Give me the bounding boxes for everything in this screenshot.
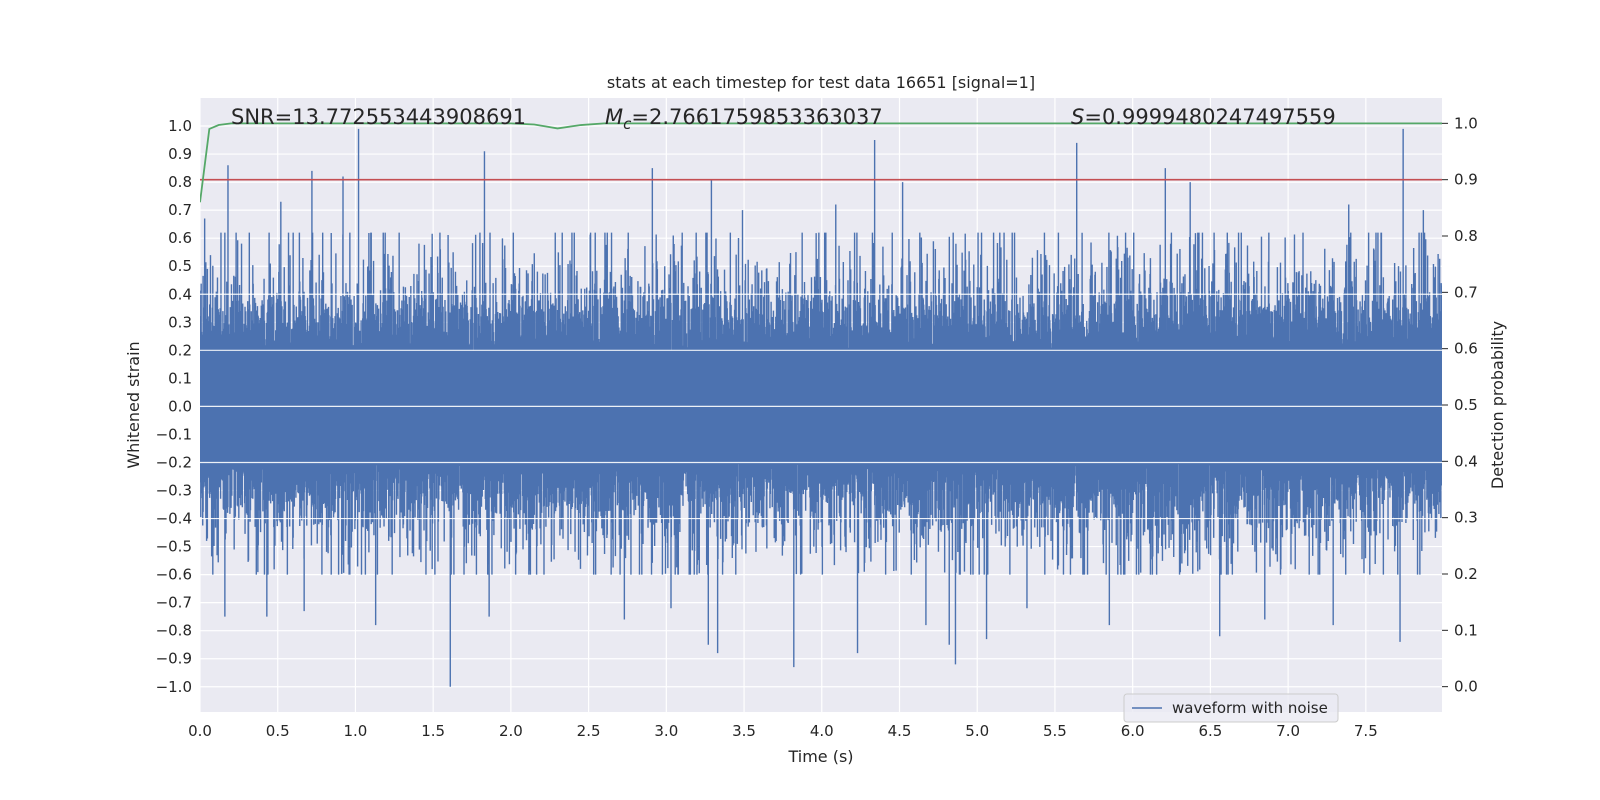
x-tick-label: 3.0	[654, 722, 678, 740]
y-tick-label: −0.5	[156, 538, 192, 556]
y2-tick-label: 0.5	[1454, 396, 1478, 414]
y2-tick-label: 1.0	[1454, 114, 1478, 132]
legend-label-waveform: waveform with noise	[1172, 699, 1328, 717]
legend-box	[1123, 693, 1339, 723]
x-tick-label: 6.5	[1198, 722, 1222, 740]
y-tick-label: −0.4	[156, 510, 192, 528]
y2-tick-label: 0.7	[1454, 283, 1478, 301]
y-tick-label: 0.0	[168, 397, 192, 415]
y2-axis-title: Detection probability	[1488, 321, 1507, 489]
x-tick-label: 7.5	[1354, 722, 1378, 740]
snr-annotation: SNR=13.772553443908691	[231, 105, 526, 129]
y-tick-label: 0.8	[168, 173, 192, 191]
x-tick-label: 7.0	[1276, 722, 1300, 740]
x-tick-label: 4.5	[888, 722, 912, 740]
detection-probability-line	[200, 122, 1442, 203]
y-tick-label: 0.9	[168, 145, 192, 163]
x-tick-label: 0.5	[266, 722, 290, 740]
y2-tick-label: 0.6	[1454, 340, 1478, 358]
x-tick-label: 1.0	[344, 722, 368, 740]
x-tick-label: 2.5	[577, 722, 601, 740]
axis-ticks: 0.0 0.5 1.0 1.5 2.0 2.5 3.0 3.5 4.0 4.5 5.0 5.5 6.0 6…	[156, 114, 1478, 740]
chirp-mass-annotation: Mc=2.7661759853363037	[605, 105, 883, 133]
plot-marks	[200, 122, 1442, 687]
chirp-mass-value: =2.7661759853363037	[631, 105, 882, 129]
y-tick-label: −0.7	[156, 594, 192, 612]
y-tick-label: −1.0	[156, 678, 192, 696]
y-tick-label: −0.6	[156, 566, 192, 584]
chirp-mass-symbol: M	[605, 105, 623, 129]
x-tick-label: 4.0	[810, 722, 834, 740]
x-tick-label: 5.5	[1043, 722, 1067, 740]
chirp-mass-subscript: c	[623, 115, 632, 133]
y-tick-label: 0.5	[168, 257, 192, 275]
x-tick-label: 6.0	[1121, 722, 1145, 740]
y-tick-label: −0.2	[156, 453, 192, 471]
chart-title: stats at each timestep for test data 166…	[607, 73, 1035, 92]
x-tick-label: 2.0	[499, 722, 523, 740]
y-tick-label: 0.7	[168, 201, 192, 219]
y2-tick-label: 0.8	[1454, 227, 1478, 245]
x-axis-title: Time (s)	[787, 747, 853, 766]
y-tick-label: 0.3	[168, 313, 192, 331]
y-tick-label: 0.6	[168, 229, 192, 247]
x-tick-label: 1.5	[421, 722, 445, 740]
y2-tick-label: 0.9	[1454, 171, 1478, 189]
y-tick-label: 0.2	[168, 341, 192, 359]
legend: waveform with noise	[1123, 693, 1339, 723]
y-tick-label: 0.1	[168, 369, 192, 387]
y-axis-title: Whitened strain	[124, 341, 143, 468]
y2-tick-label: 0.4	[1454, 452, 1478, 470]
y-tick-label: 1.0	[168, 117, 192, 135]
y2-tick-label: 0.3	[1454, 509, 1478, 527]
y-tick-label: −0.1	[156, 425, 192, 443]
y2-tick-label: 0.0	[1454, 678, 1478, 696]
y-tick-label: −0.9	[156, 650, 192, 668]
x-tick-label: 0.0	[188, 722, 212, 740]
y-tick-label: −0.8	[156, 622, 192, 640]
y2-tick-label: 0.2	[1454, 565, 1478, 583]
x-tick-label: 5.0	[965, 722, 989, 740]
y-tick-label: −0.3	[156, 482, 192, 500]
x-tick-label: 3.5	[732, 722, 756, 740]
score-value: =0.9999480247497559	[1084, 105, 1335, 129]
y-tick-label: 0.4	[168, 285, 192, 303]
y2-tick-label: 0.1	[1454, 621, 1478, 639]
score-symbol: S	[1071, 105, 1084, 129]
score-annotation: S=0.9999480247497559	[1071, 105, 1336, 129]
